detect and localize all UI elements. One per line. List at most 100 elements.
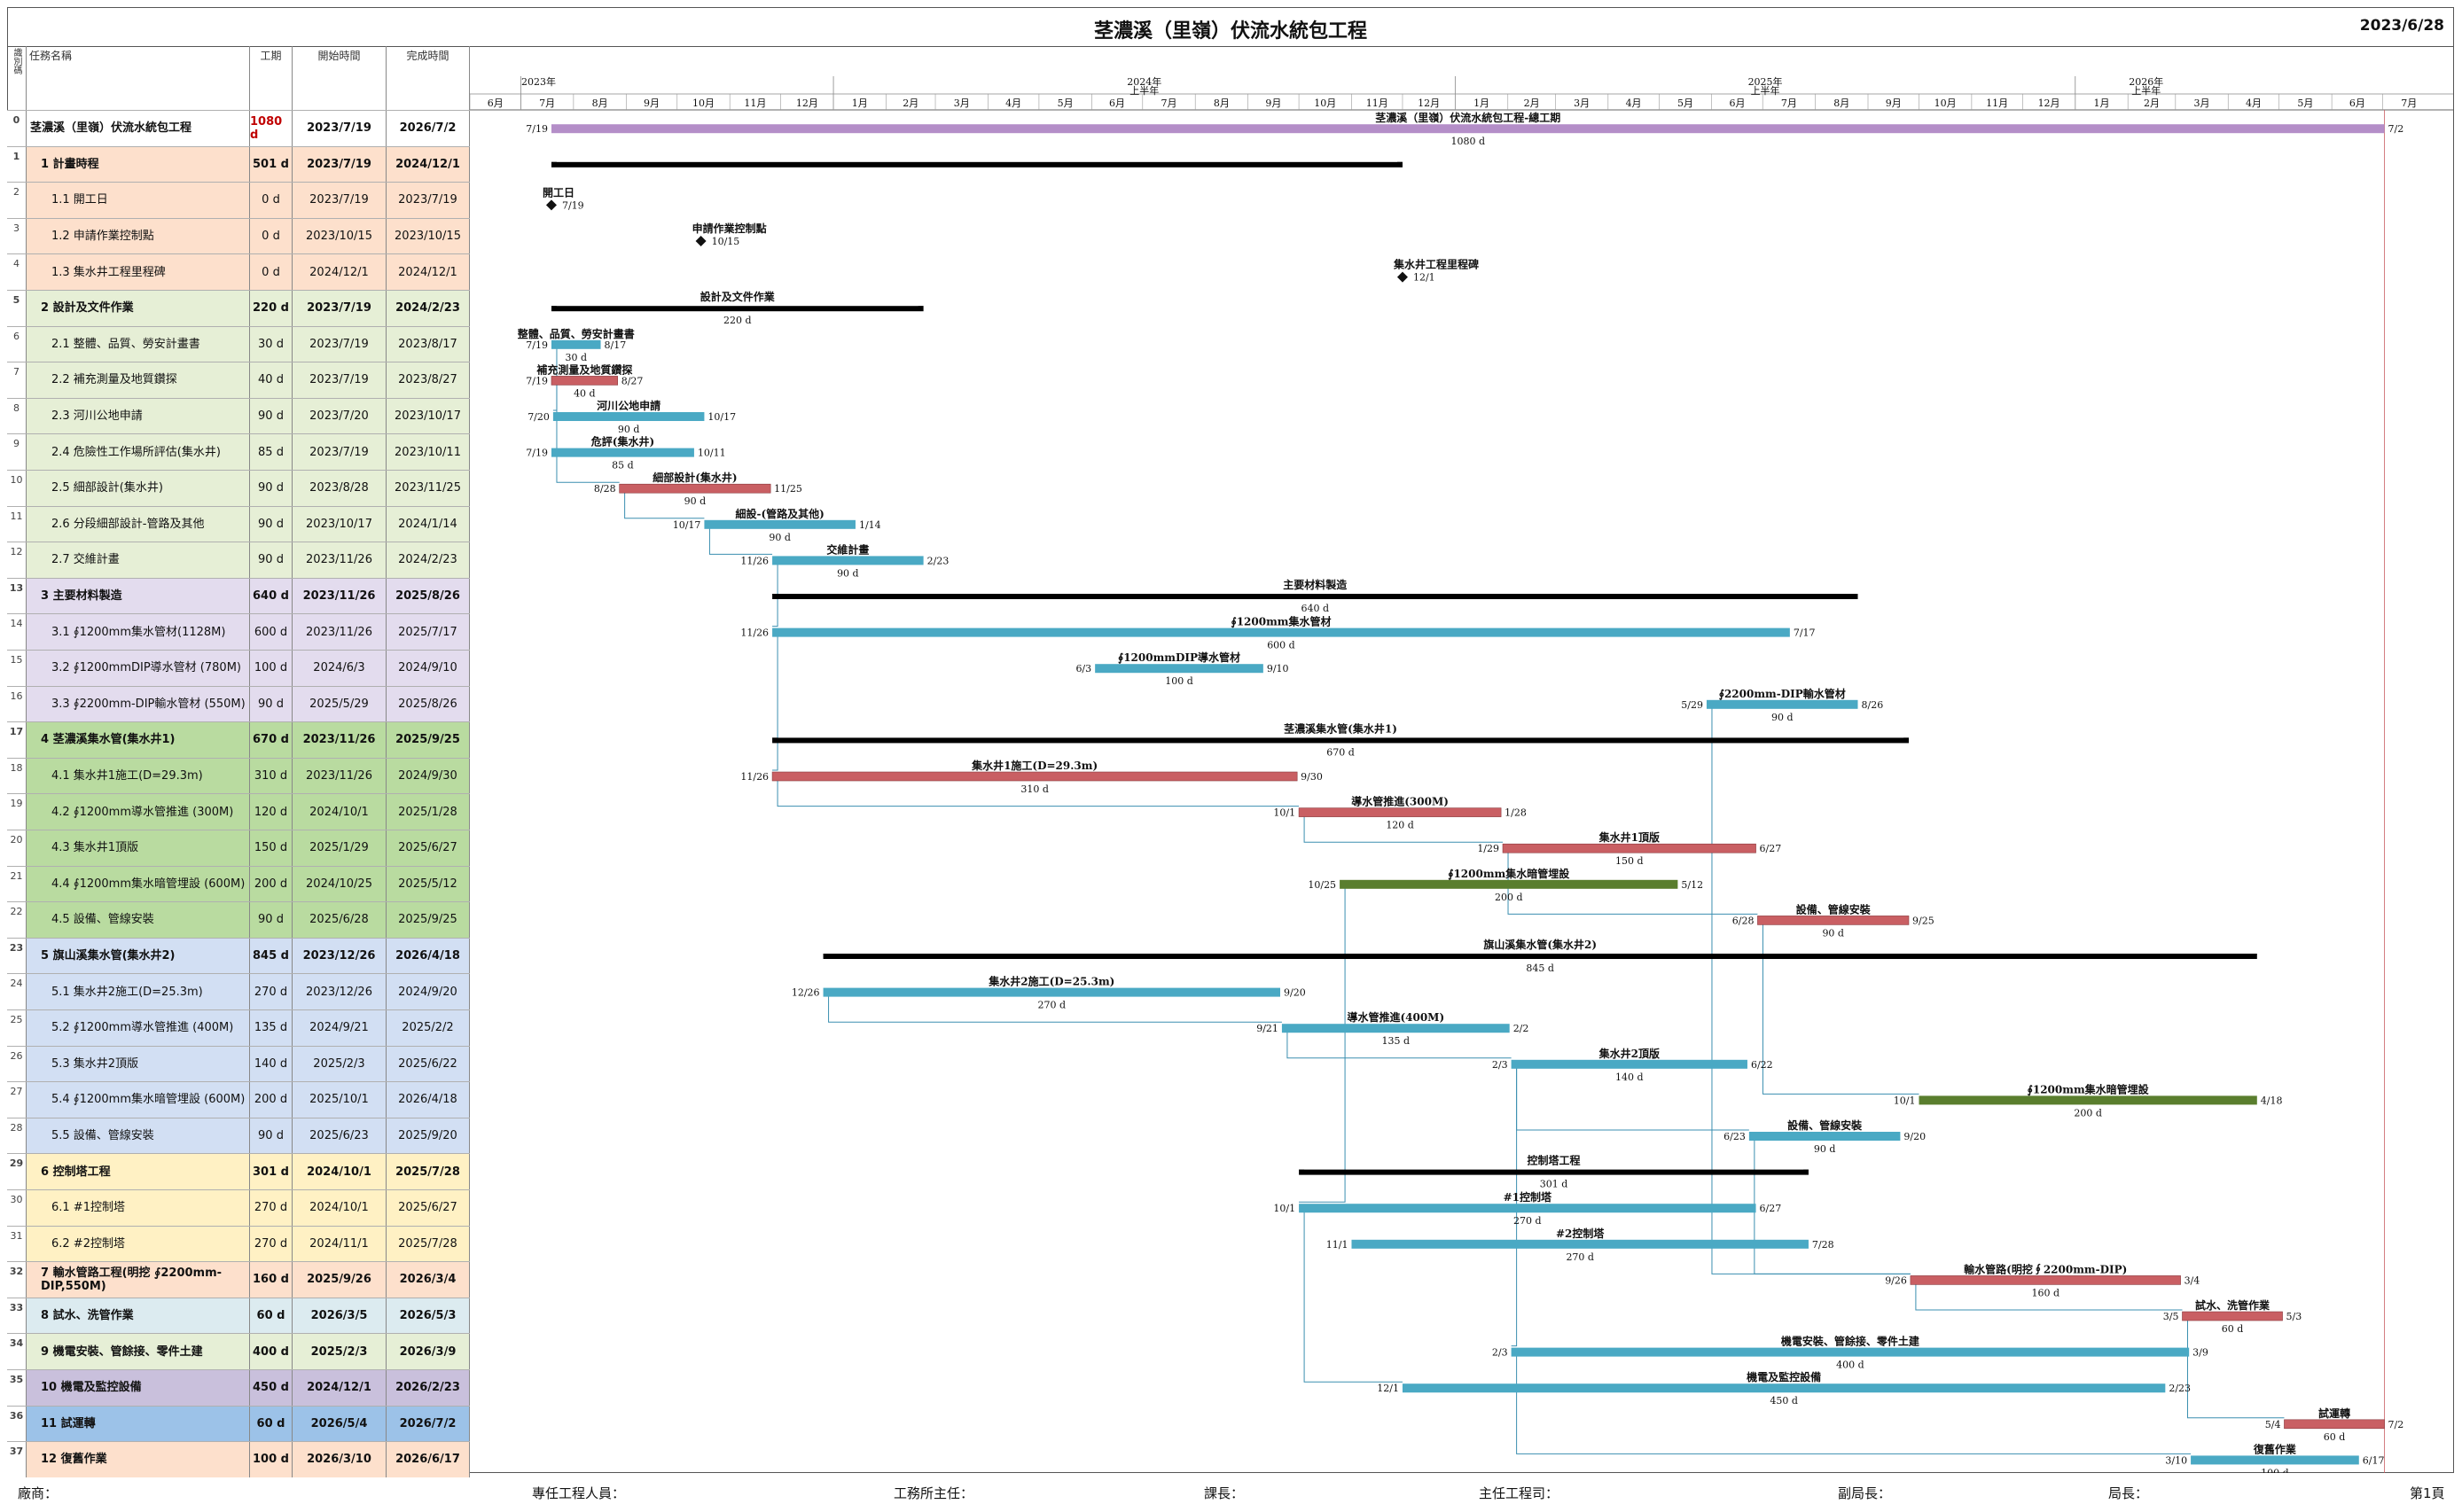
summary-cap-left <box>1299 1169 1305 1175</box>
task-id: 13 <box>7 578 27 614</box>
milestone-diamond <box>1396 271 1408 283</box>
task-start: 2023/7/19 <box>293 291 387 326</box>
task-row[interactable]: 3 1.2 申請作業控制點 0 d 2023/10/15 2023/10/15 <box>7 217 470 254</box>
task-row[interactable]: 19 4.2 ∮1200mm導水管推進 (300M) 120 d 2024/10/1 2… <box>7 793 470 830</box>
task-row[interactable]: 14 3.1 ∮1200mm集水管材(1128M) 600 d 2023/11/26 2… <box>7 613 470 650</box>
task-start: 2026/5/4 <box>293 1406 387 1442</box>
task-row[interactable]: 21 4.4 ∮1200mm集水暗管埋設 (600M) 200 d 2024/10/2… <box>7 865 470 902</box>
task-row[interactable]: 25 5.2 ∮1200mm導水管推進 (400M) 135 d 2024/9/21 2… <box>7 1009 470 1046</box>
task-row[interactable]: 4 1.3 集水井工程里程碑 0 d 2024/12/1 2024/12/1 <box>7 253 470 290</box>
task-duration: 600 d <box>250 614 293 650</box>
year-label: 2023年 <box>521 75 556 88</box>
task-row[interactable]: 24 5.1 集水井2施工(D=25.3m) 270 d 2023/12/26 2024… <box>7 973 470 1009</box>
month-label: 8月 <box>1214 97 1230 109</box>
task-row[interactable]: 10 2.5 細部設計(集水井) 90 d 2023/8/28 2023/11/25 <box>7 470 470 506</box>
task-row[interactable]: 15 3.2 ∮1200mmDIP導水管材 (780M) 100 d 2024/6/3… <box>7 650 470 686</box>
task-bar-label: 細部設計(集水井) <box>653 471 737 484</box>
task-finish-date: 6/22 <box>1751 1059 1773 1071</box>
task-row[interactable]: 37 12 復舊作業 100 d 2026/3/10 2026/6/17 <box>7 1441 470 1477</box>
dependency-link <box>1286 1027 1512 1059</box>
task-name: 8 試水、洗管作業 <box>27 1298 250 1334</box>
task-start: 2023/7/19 <box>293 111 387 146</box>
task-row[interactable]: 28 5.5 設備、管線安裝 90 d 2025/6/23 2025/9/20 <box>7 1117 470 1154</box>
task-table: 識別碼 任務名稱 工期 開始時間 完成時間 0 茎濃溪（里嶺）伏流水統包工程 108… <box>7 46 470 1477</box>
summary-bar <box>823 954 2257 960</box>
month-label: 8月 <box>592 97 608 109</box>
task-row[interactable]: 8 2.3 河川公地申請 90 d 2023/7/20 2023/10/17 <box>7 397 470 434</box>
task-row[interactable]: 20 4.3 集水井1頂版 150 d 2025/1/29 2025/6/27 <box>7 830 470 866</box>
summary-label: 控制塔工程 <box>1528 1154 1581 1167</box>
task-row[interactable]: 31 6.2 #2控制塔 270 d 2024/11/1 2025/7/28 <box>7 1225 470 1262</box>
task-finish: 2025/9/25 <box>387 722 470 758</box>
task-row[interactable]: 13 3 主要材料製造 640 d 2023/11/26 2025/8/26 <box>7 577 470 614</box>
task-finish: 2026/3/9 <box>387 1334 470 1369</box>
task-row[interactable]: 27 5.4 ∮1200mm集水暗管埋設 (600M) 200 d 2025/10/1… <box>7 1081 470 1118</box>
task-row[interactable]: 11 2.6 分段細部設計-管路及其他 90 d 2023/10/17 2024/1/1… <box>7 505 470 542</box>
task-bar <box>619 483 771 494</box>
task-bar-duration: 270 d <box>1038 1000 1067 1011</box>
task-row[interactable]: 35 10 機電及監控設備 450 d 2024/12/1 2026/2/23 <box>7 1369 470 1406</box>
task-finish-date: 6/27 <box>1760 1203 1782 1214</box>
task-start: 2026/3/10 <box>293 1442 387 1477</box>
task-bar-label: 試水、洗管作業 <box>2195 1298 2271 1312</box>
task-duration: 90 d <box>250 506 293 542</box>
dependency-link <box>1915 1279 2183 1311</box>
task-bar-label: 茎濃溪（里嶺）伏流水統包工程-總工期 <box>1375 111 1560 124</box>
task-row[interactable]: 30 6.1 #1控制塔 270 d 2024/10/1 2025/6/27 <box>7 1189 470 1226</box>
month-label: 6月 <box>1729 97 1745 109</box>
task-finish: 2023/10/17 <box>387 398 470 434</box>
task-row[interactable]: 34 9 機電安裝、管餘接、零件土建 400 d 2025/2/3 2026/3/9 <box>7 1333 470 1369</box>
task-row[interactable]: 33 8 試水、洗管作業 60 d 2026/3/5 2026/5/3 <box>7 1297 470 1334</box>
task-row[interactable]: 22 4.5 設備、管線安裝 90 d 2025/6/28 2025/9/25 <box>7 901 470 938</box>
task-row[interactable]: 36 11 試運轉 60 d 2026/5/4 2026/7/2 <box>7 1405 470 1442</box>
task-bar-duration: 100 d <box>1165 675 1193 687</box>
task-id: 21 <box>7 866 27 902</box>
task-name: 4 茎濃溪集水管(集水井1) <box>27 722 250 758</box>
task-start-date: 10/1 <box>1894 1095 1916 1106</box>
dependency-link <box>828 991 1282 1023</box>
task-name: 4.5 設備、管線安裝 <box>27 902 250 938</box>
task-name: 6.2 #2控制塔 <box>27 1226 250 1262</box>
task-bar-label: 導水管推進(300M) <box>1351 795 1449 808</box>
task-bar-label: 交維計畫 <box>826 542 869 556</box>
col-header-start: 開始時間 <box>293 46 387 110</box>
task-start: 2023/11/26 <box>293 722 387 758</box>
task-row[interactable]: 9 2.4 危險性工作場所評估(集水井) 85 d 2023/7/19 2023/10/… <box>7 433 470 470</box>
task-bar-label: 設備、管線安裝 <box>1796 902 1872 916</box>
task-duration: 150 d <box>250 830 293 866</box>
dependency-link <box>1762 919 1919 1095</box>
task-duration: 140 d <box>250 1046 293 1082</box>
task-duration: 30 d <box>250 326 293 362</box>
task-duration: 200 d <box>250 866 293 902</box>
task-row[interactable]: 32 7 輸水管路工程(明挖 ∮2200mm-DIP,550M) 160 d 2025… <box>7 1261 470 1298</box>
task-row[interactable]: 0 茎濃溪（里嶺）伏流水統包工程 1080 d 2023/7/19 2026/7/2 <box>7 110 470 146</box>
task-duration: 301 d <box>250 1154 293 1189</box>
task-duration: 120 d <box>250 794 293 830</box>
task-name: 5.5 設備、管線安裝 <box>27 1118 250 1154</box>
task-start: 2025/10/1 <box>293 1082 387 1118</box>
task-start-date: 2/3 <box>1492 1059 1508 1071</box>
task-row[interactable]: 17 4 茎濃溪集水管(集水井1) 670 d 2023/11/26 2025/9/25 <box>7 721 470 758</box>
task-row[interactable]: 26 5.3 集水井2頂版 140 d 2025/2/3 2025/6/22 <box>7 1045 470 1082</box>
task-id: 2 <box>7 183 27 218</box>
task-row[interactable]: 18 4.1 集水井1施工(D=29.3m) 310 d 2023/11/26 2024… <box>7 757 470 794</box>
task-row[interactable]: 16 3.3 ∮2200mm-DIP輸水管材 (550M) 90 d 2025/5/2… <box>7 685 470 722</box>
task-row[interactable]: 6 2.1 整體、品質、勞安計畫書 30 d 2023/7/19 2023/8/17 <box>7 325 470 362</box>
task-row[interactable]: 23 5 旗山溪集水管(集水井2) 845 d 2023/12/26 2026/4/18 <box>7 937 470 974</box>
month-label: 4月 <box>1005 97 1021 109</box>
task-row[interactable]: 2 1.1 開工日 0 d 2023/7/19 2023/7/19 <box>7 182 470 218</box>
task-row[interactable]: 12 2.7 交維計畫 90 d 2023/11/26 2024/2/23 <box>7 542 470 578</box>
task-finish: 2025/5/12 <box>387 866 470 902</box>
month-label: 9月 <box>1265 97 1281 109</box>
task-start-date: 9/26 <box>1885 1274 1907 1286</box>
task-row[interactable]: 7 2.2 補充測量及地質鑽探 40 d 2023/7/19 2023/8/27 <box>7 362 470 398</box>
task-name: 3.3 ∮2200mm-DIP輸水管材 (550M) <box>27 686 250 722</box>
task-id: 3 <box>7 218 27 254</box>
task-row[interactable]: 29 6 控制塔工程 301 d 2024/10/1 2025/7/28 <box>7 1153 470 1189</box>
task-start: 2023/7/19 <box>293 326 387 362</box>
month-label: 9月 <box>644 97 660 109</box>
task-start-date: 9/21 <box>1256 1023 1278 1034</box>
year-label: 2024年 <box>1127 75 1161 88</box>
